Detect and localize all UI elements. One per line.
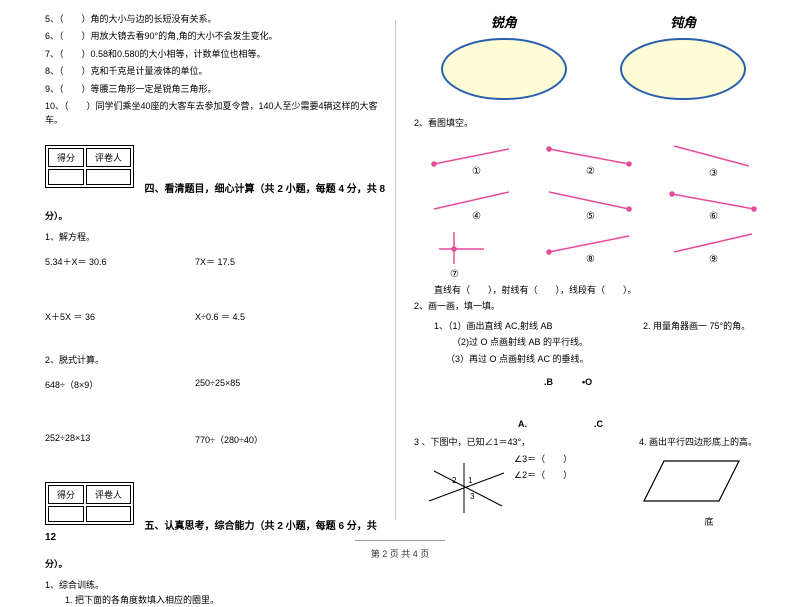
score-label: 得分 [48, 485, 84, 504]
svg-text:⑥: ⑥ [709, 211, 718, 222]
svg-text:1: 1 [468, 476, 473, 485]
eq3b: 250÷25×85 [195, 378, 240, 391]
draw-prompt: 2、画一画，填一填。 [414, 300, 773, 314]
svg-text:②: ② [586, 166, 595, 177]
eq1a: 5.34＋X＝ 30.6 [45, 255, 195, 268]
svg-text:⑧: ⑧ [586, 254, 595, 265]
fill-blank: 直线有（ ），射线有（ ），线段有（ ）。 [414, 284, 773, 298]
q6: 6、（ ）用放大镜去看90°的角,角的大小不会发生变化。 [45, 29, 387, 43]
lines-figure: ① ② ③ ④ ⑤ ⑥ ⑦ ⑧ ⑨ [414, 134, 774, 279]
draw-angle: 2. 用量角器画一 75°的角。 [643, 320, 773, 367]
section-4-title-b: 分）。 [45, 209, 387, 222]
svg-text:3: 3 [470, 492, 475, 501]
draw-1: 1、（1）画出直线 AC,射线 AB [414, 320, 643, 334]
acute-label: 锐角 [491, 12, 517, 31]
section-5-title-b: 分）。 [45, 557, 387, 570]
section-4-title: 四、看清题目，细心计算（共 2 小题，每题 4 分，共 8 [145, 184, 386, 195]
grader-label: 评卷人 [86, 148, 131, 167]
obtuse-label: 钝角 [670, 12, 696, 31]
svg-text:③: ③ [709, 168, 718, 179]
base-label: 底 [639, 515, 779, 528]
q7: 7、（ ）0.58和0.580的大小相等，计数单位也相等。 [45, 47, 387, 61]
svg-text:2: 2 [452, 476, 457, 485]
eq1b: 7X＝ 17.5 [195, 255, 235, 268]
eq2b: X÷0.6 ＝ 4.5 [195, 310, 245, 323]
point-b: .B [544, 377, 553, 387]
point-c: .C [594, 419, 603, 429]
svg-text:⑨: ⑨ [709, 254, 718, 265]
acute-oval [434, 35, 574, 103]
svg-text:⑦: ⑦ [450, 269, 459, 279]
problem-3a: 1. 把下面的各角度数填入相应的圈里。 [45, 594, 387, 607]
fill-prompt: 2、看图填空。 [414, 117, 773, 131]
svg-text:⑤: ⑤ [586, 211, 595, 222]
draw-2: （2)过 O 点画射线 AB 的平行线。 [414, 336, 643, 350]
score-box-5: 得分 评卷人 [45, 482, 134, 525]
point-o: •O [582, 377, 592, 387]
problem-3: 1、综合训练。 [45, 578, 387, 591]
score-box-4: 得分 评卷人 [45, 145, 134, 188]
point-a: A. [518, 419, 527, 429]
eq4a: 252÷28×13 [45, 433, 195, 446]
angle-figure: 1 2 3 [424, 461, 514, 516]
q8: 8、（ ）克和千克是计量液体的单位。 [45, 64, 387, 78]
q5: 5、（ ）角的大小与边的长短没有关系。 [45, 12, 387, 26]
grader-label: 评卷人 [86, 485, 131, 504]
eq2a: X＋5X ＝ 36 [45, 310, 195, 323]
svg-text:④: ④ [472, 211, 481, 222]
parallelogram-prompt: 4. 画出平行四边形底上的高。 [639, 436, 779, 450]
eq3a: 648÷（8×9） [45, 378, 195, 391]
svg-text:①: ① [472, 166, 481, 177]
problem-2: 2、脱式计算。 [45, 353, 387, 366]
angle-prompt: 3 、下图中，已知∠1＝43°， [414, 436, 594, 450]
score-label: 得分 [48, 148, 84, 167]
parallelogram-figure [639, 453, 749, 513]
q10: 10、（ ）同学们乘坐40座的大客车去参加夏令营，140人至少需要4辆这样的大客… [45, 99, 387, 128]
problem-1: 1、解方程。 [45, 230, 387, 243]
obtuse-oval [613, 35, 753, 103]
draw-3: （3）再过 O 点画射线 AC 的垂线。 [414, 353, 643, 367]
eq4b: 770÷（280÷40） [195, 433, 263, 446]
q9: 9、（ ）等腰三角形一定是锐角三角形。 [45, 82, 387, 96]
